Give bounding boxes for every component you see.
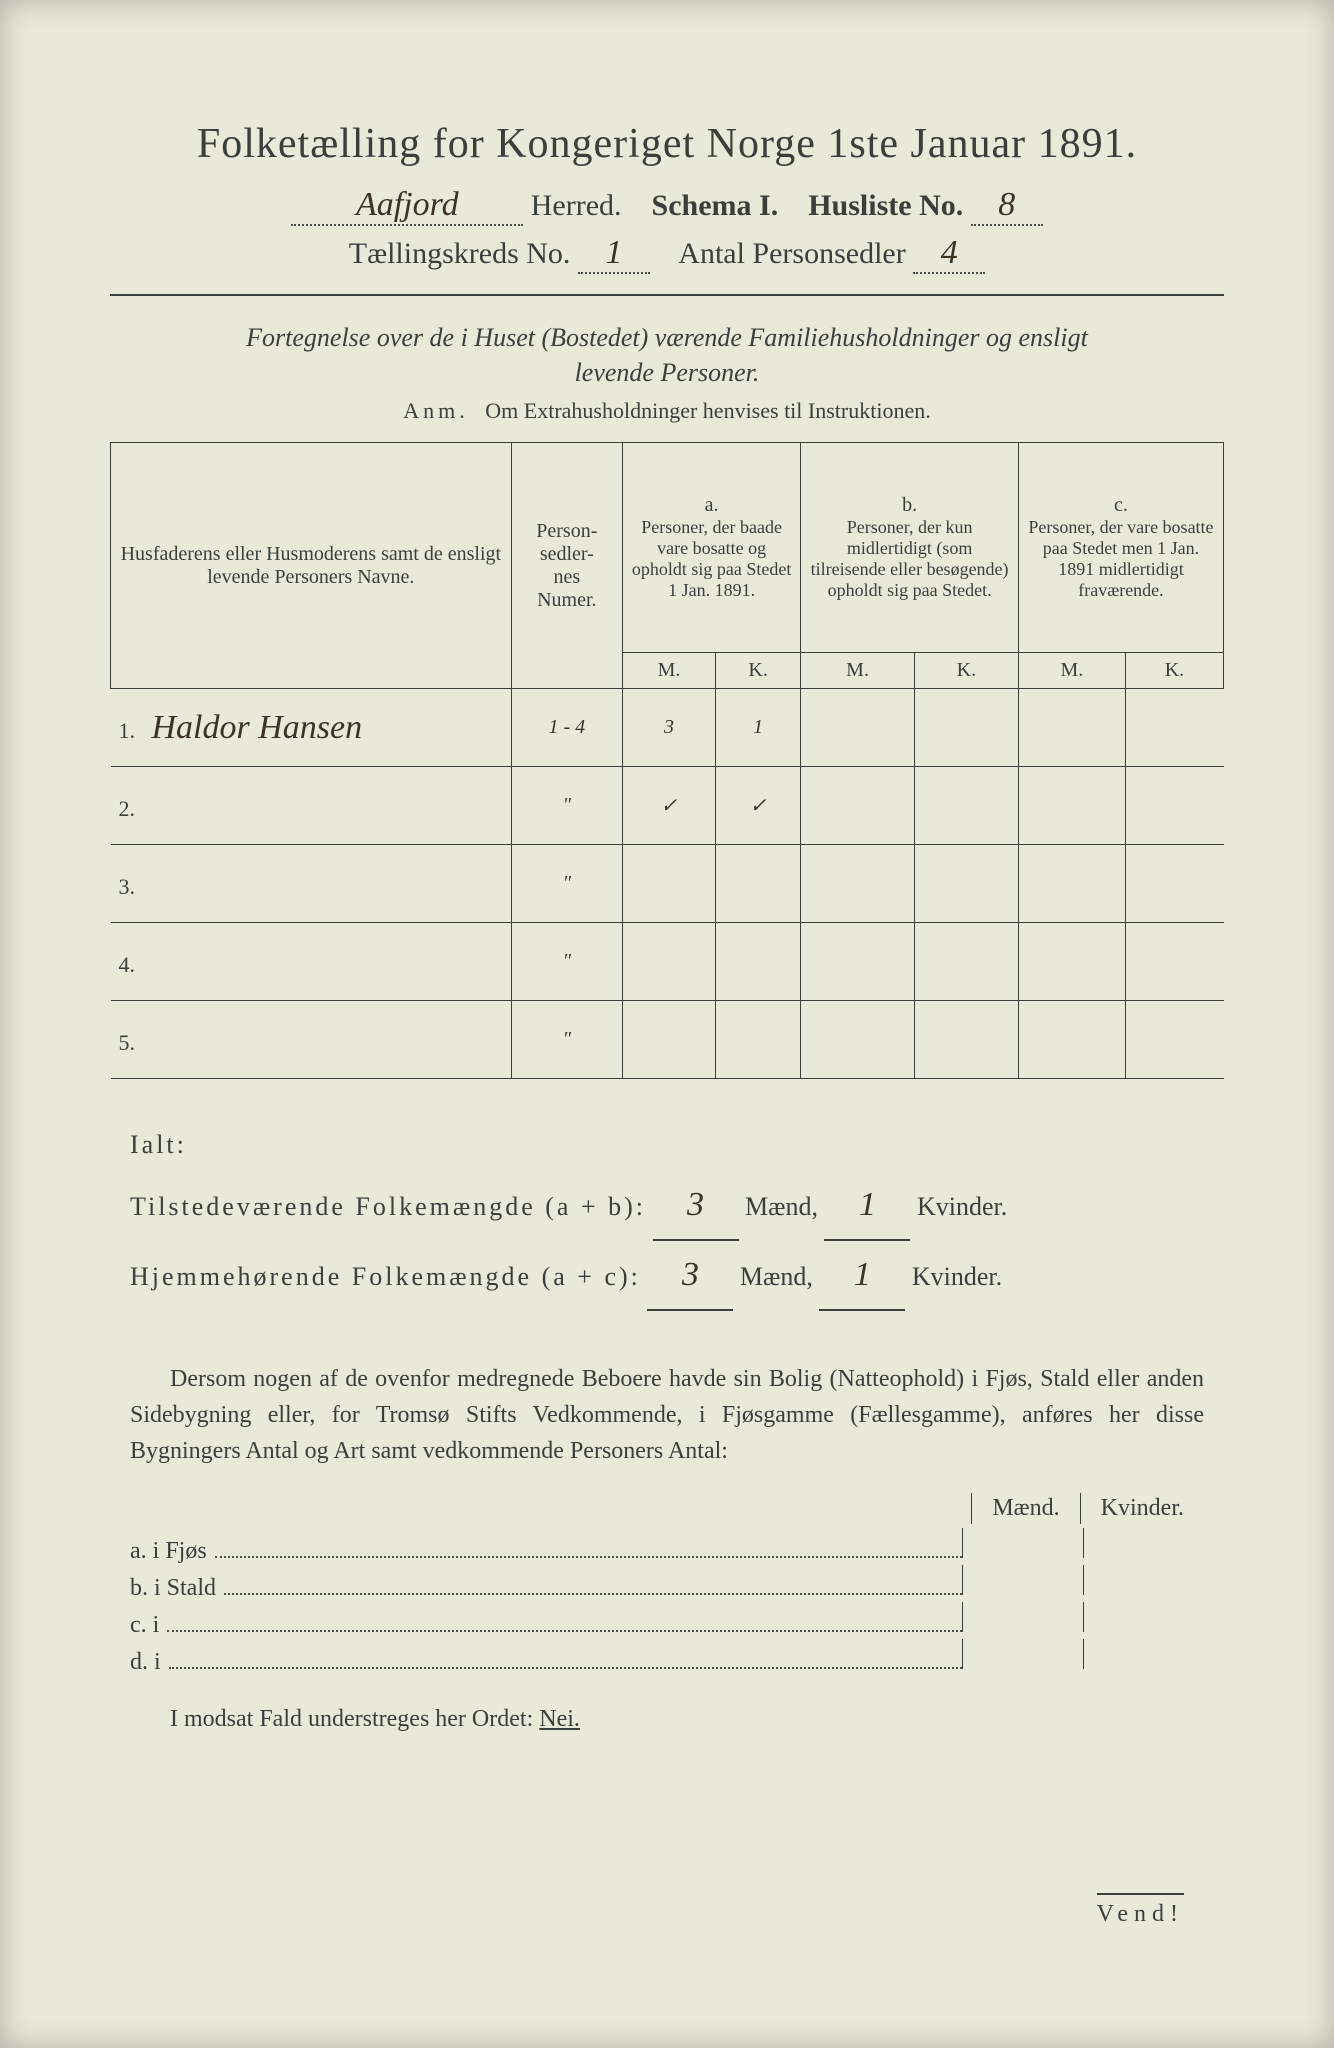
col-c-text: Personer, der vare bosatte paa Stedet me… [1027, 517, 1215, 601]
col-name-header: Husfaderens eller Husmoderens samt de en… [111, 443, 512, 689]
col-b-text: Personer, der kun midlertidigt (som tilr… [809, 517, 1010, 601]
subtitle-line1: Fortegnelse over de i Huset (Bostedet) v… [246, 323, 1088, 352]
page-title: Folketælling for Kongeriget Norge 1ste J… [110, 120, 1224, 168]
special-maend: Mænd. [971, 1493, 1079, 1524]
subtitle-line2: levende Personer. [575, 358, 760, 387]
special-kvinder: Kvinder. [1080, 1493, 1204, 1524]
a-k: K. [716, 653, 801, 689]
table-row: 4. " [111, 923, 1224, 1001]
antal-label: Antal Personsedler [678, 237, 905, 270]
col-a-letter: a. [631, 494, 792, 517]
col-c-header: c. Personer, der vare bosatte paa Stedet… [1018, 443, 1223, 653]
totals-block: Ialt: Tilstedeværende Folkemængde (a + b… [130, 1119, 1204, 1311]
footer-pre: I modsat Fald understreges her Ordet: [170, 1706, 539, 1732]
table-row: 1. Haldor Hansen1 - 431 [111, 689, 1224, 767]
antal-value: 4 [913, 234, 985, 274]
totals-2-k: 1 [819, 1241, 905, 1311]
census-form-page: Folketælling for Kongeriget Norge 1ste J… [0, 0, 1334, 2048]
main-table: Husfaderens eller Husmoderens samt de en… [110, 442, 1224, 1079]
kvinder-label-2: Kvinder. [912, 1262, 1002, 1291]
maend-label: Mænd, [745, 1192, 818, 1221]
kvinder-label: Kvinder. [917, 1192, 1007, 1221]
vend-label: Vend! [1097, 1893, 1184, 1928]
c-m: M. [1018, 653, 1125, 689]
col-a-text: Personer, der baade vare bosatte og opho… [631, 517, 792, 601]
divider [110, 294, 1224, 296]
husliste-value: 8 [971, 186, 1043, 226]
col-c-letter: c. [1027, 494, 1215, 517]
special-row: a. i Fjøs [130, 1528, 1204, 1565]
husliste-label: Husliste No. [808, 189, 963, 222]
anm-text: Om Extrahusholdninger henvises til Instr… [485, 398, 930, 423]
col-a-header: a. Personer, der baade vare bosatte og o… [622, 443, 800, 653]
footer-line: I modsat Fald understreges her Ordet: Ne… [130, 1706, 1204, 1733]
table-row: 3. " [111, 845, 1224, 923]
special-row: c. i [130, 1602, 1204, 1639]
footer-nei: Nei. [539, 1706, 580, 1732]
special-row: b. i Stald [130, 1565, 1204, 1602]
header-line-2: Tællingskreds No. 1 Antal Personsedler 4 [110, 234, 1224, 274]
herred-label: Herred. [531, 189, 622, 222]
c-k: K. [1125, 653, 1223, 689]
paragraph: Dersom nogen af de ovenfor medregnede Be… [130, 1361, 1204, 1469]
totals-1-k: 1 [824, 1171, 910, 1241]
special-table: Mænd. Kvinder. a. i Fjøsb. i Staldc. id.… [130, 1493, 1204, 1676]
table-row: 2. "✓✓ [111, 767, 1224, 845]
col-b-header: b. Personer, der kun midlertidigt (som t… [801, 443, 1019, 653]
kreds-value: 1 [578, 234, 650, 274]
anm-note: Anm. Om Extrahusholdninger henvises til … [110, 398, 1224, 424]
col-num-header: Person- sedler- nes Numer. [511, 443, 622, 689]
special-row: d. i [130, 1639, 1204, 1676]
schema-label: Schema I. [652, 189, 779, 222]
header-line-1: Aafjord Herred. Schema I. Husliste No. 8 [110, 186, 1224, 226]
totals-line-1: Tilstedeværende Folkemængde (a + b): 3 M… [130, 1171, 1204, 1241]
special-header: Mænd. Kvinder. [130, 1493, 1204, 1524]
subtitle: Fortegnelse over de i Huset (Bostedet) v… [110, 320, 1224, 390]
kreds-label: Tællingskreds No. [349, 237, 571, 270]
maend-label-2: Mænd, [740, 1262, 813, 1291]
a-m: M. [622, 653, 715, 689]
b-k: K. [914, 653, 1018, 689]
totals-line1-label: Tilstedeværende Folkemængde (a + b): [130, 1192, 646, 1221]
totals-1-m: 3 [653, 1171, 739, 1241]
table-row: 5. " [111, 1001, 1224, 1079]
col-b-letter: b. [809, 494, 1010, 517]
b-m: M. [801, 653, 915, 689]
totals-2-m: 3 [647, 1241, 733, 1311]
anm-label: Anm. [403, 398, 469, 423]
totals-line-2: Hjemmehørende Folkemængde (a + c): 3 Mæn… [130, 1241, 1204, 1311]
totals-line2-label: Hjemmehørende Folkemængde (a + c): [130, 1262, 641, 1291]
herred-value: Aafjord [291, 186, 523, 226]
ialt-label: Ialt: [130, 1119, 1204, 1171]
